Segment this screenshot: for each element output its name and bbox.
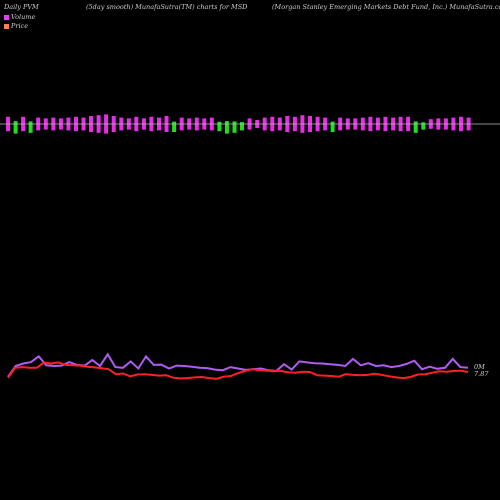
volume-bar — [240, 122, 244, 131]
legend-volume: Volume — [4, 13, 35, 21]
volume-bar — [330, 121, 335, 132]
volume-bar — [13, 121, 18, 134]
header-company: (Morgan Stanley Emerging Markets Debt Fu… — [272, 3, 500, 11]
legend-volume-label: Volume — [11, 13, 36, 21]
price-last-label: 7.87 — [474, 370, 489, 378]
volume-bar — [172, 121, 177, 132]
header-title: (5day smooth) MunafaSutra(TM) charts for… — [86, 3, 248, 11]
price-swatch — [4, 23, 9, 29]
volume-bar — [421, 122, 426, 130]
legend-price: Price — [4, 22, 28, 30]
volume-bar — [217, 121, 222, 132]
volume-last-label: 0M — [474, 363, 485, 371]
legend-price-label: Price — [11, 22, 29, 30]
volume-bar — [224, 121, 229, 134]
volume-bar — [413, 121, 418, 133]
volume-bar — [232, 121, 237, 133]
price-line — [7, 361, 469, 380]
volume-swatch — [4, 14, 9, 20]
header-left: Daily PVM — [4, 3, 39, 11]
volume-bar — [28, 121, 33, 133]
